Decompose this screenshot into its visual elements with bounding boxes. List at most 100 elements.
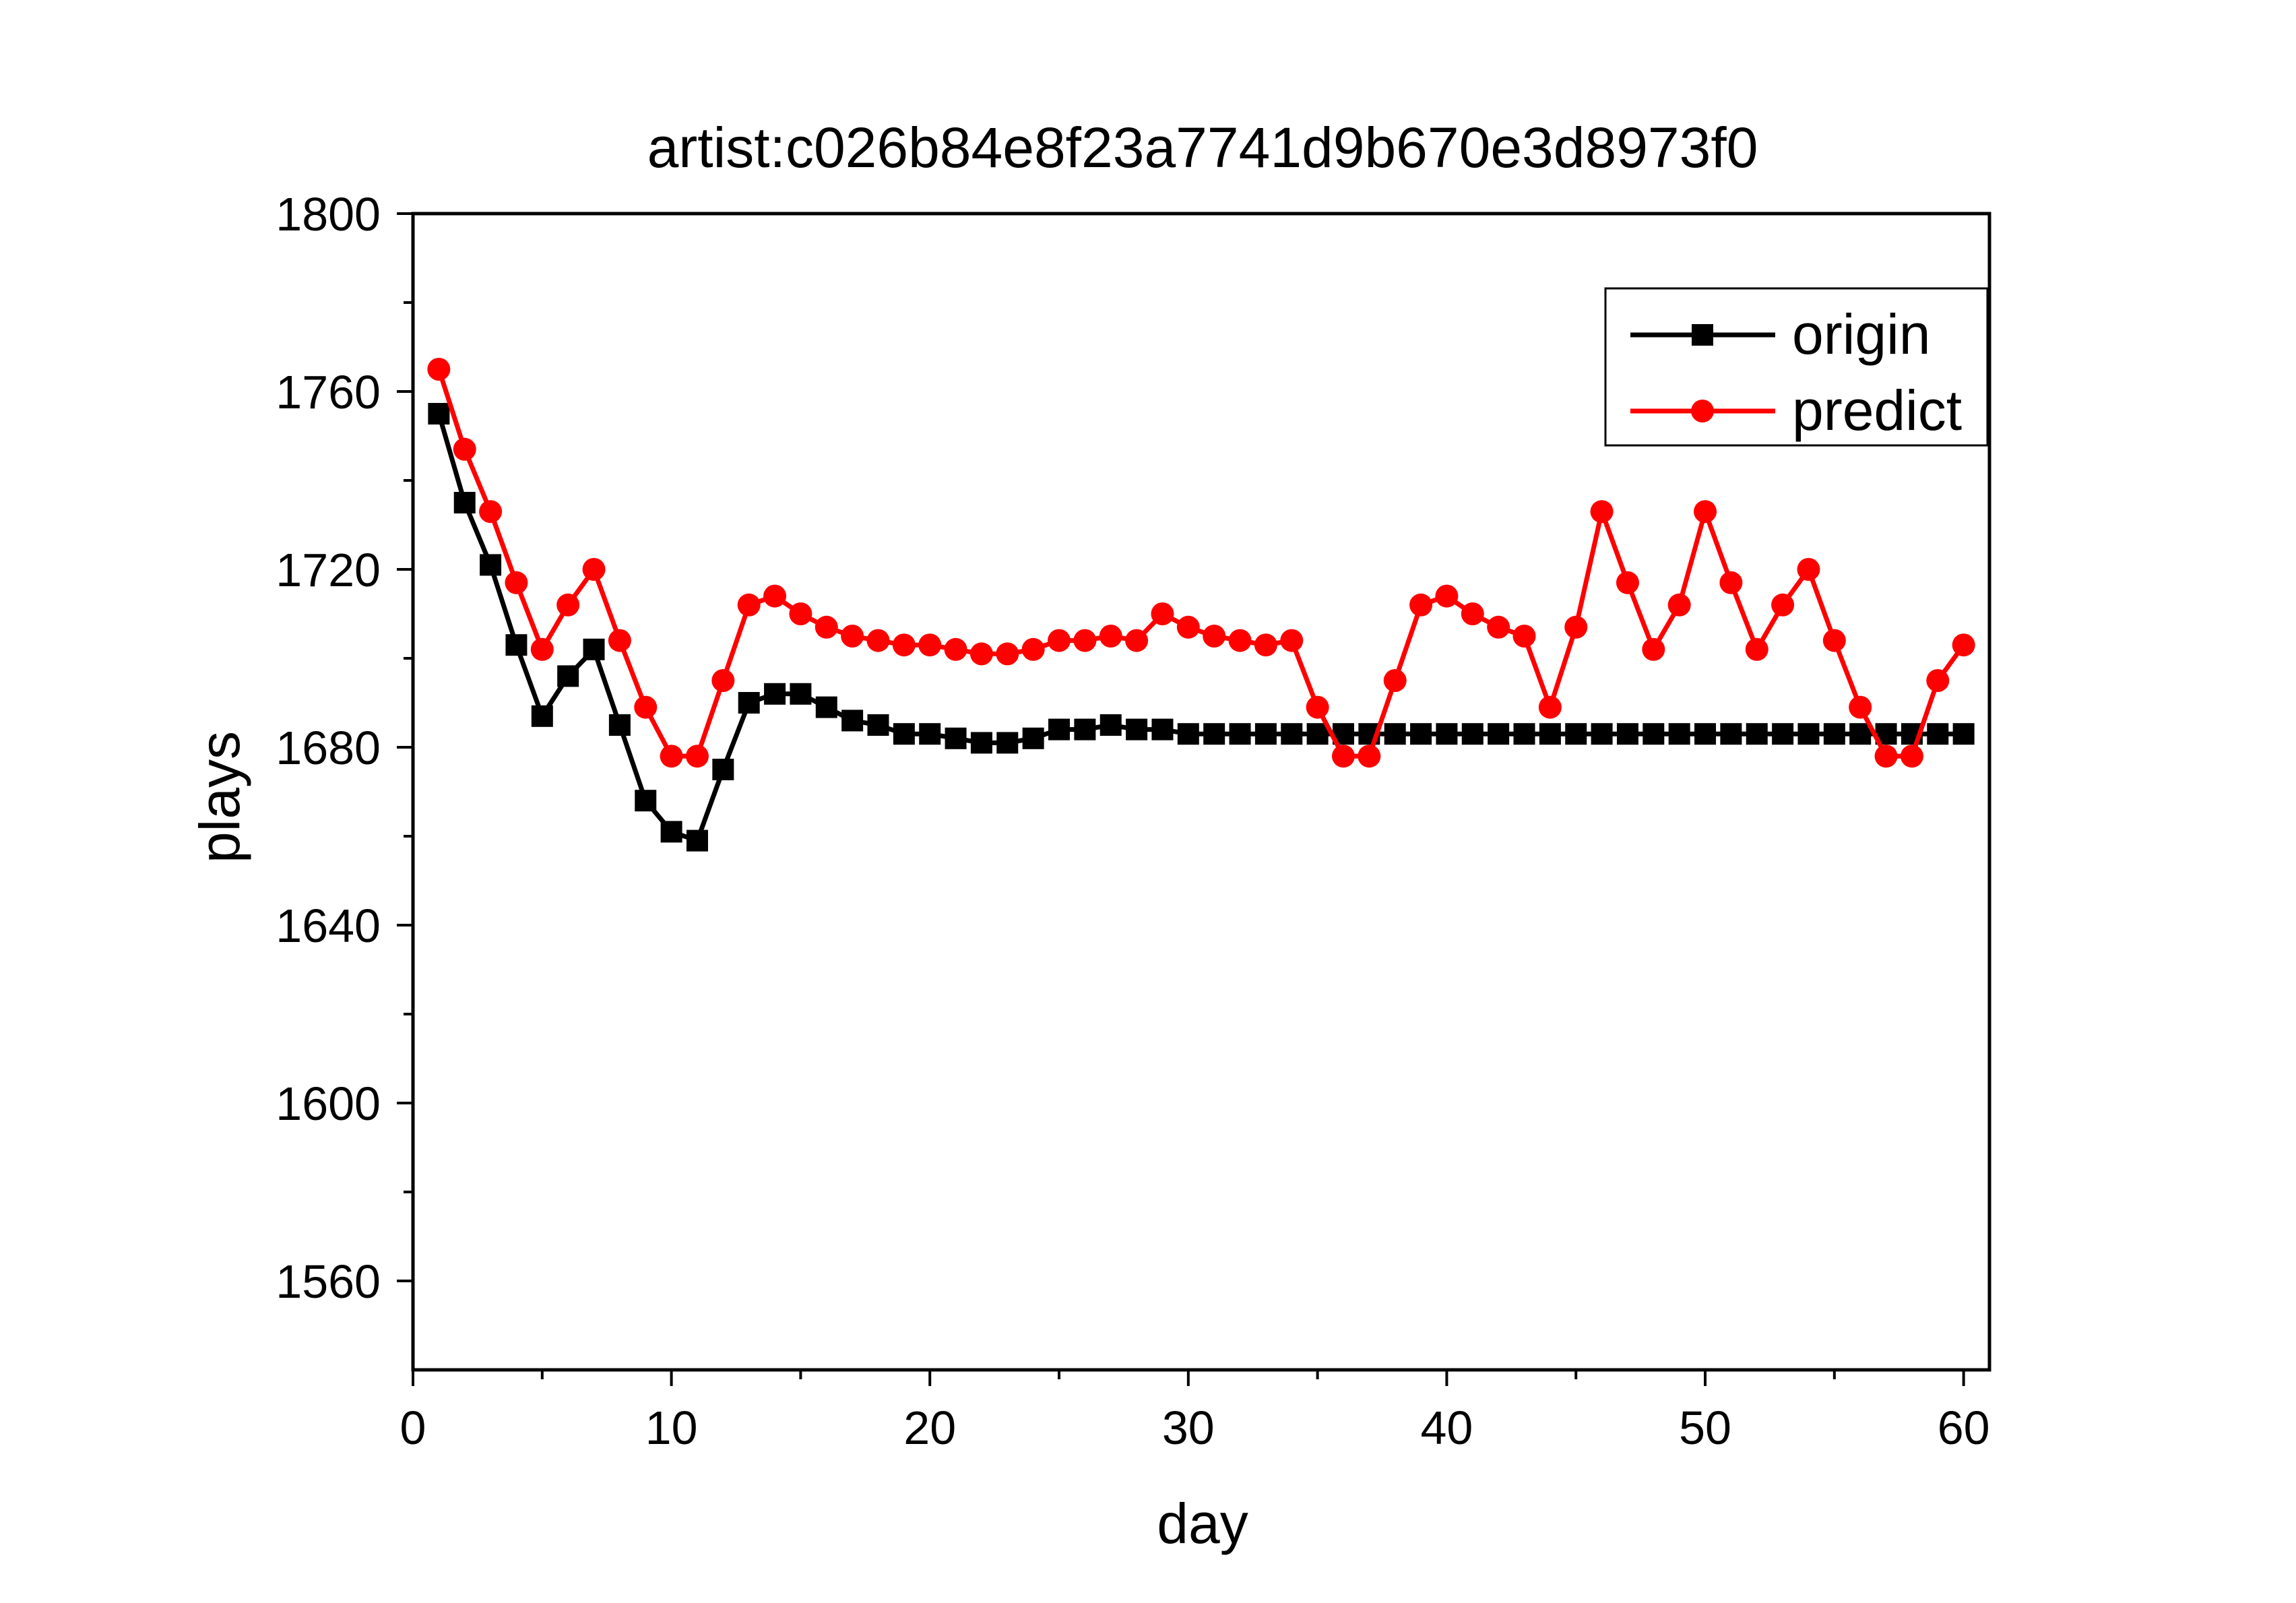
data-point-predict bbox=[1694, 500, 1717, 524]
data-point-origin bbox=[1177, 723, 1199, 745]
data-point-predict bbox=[556, 593, 580, 617]
data-point-predict bbox=[1564, 615, 1588, 639]
x-tick-label: 30 bbox=[1162, 1402, 1215, 1454]
data-point-origin bbox=[815, 696, 837, 718]
data-point-origin bbox=[1772, 723, 1794, 745]
data-point-predict bbox=[1487, 615, 1510, 639]
data-point-predict bbox=[711, 669, 735, 692]
data-point-origin bbox=[1229, 723, 1251, 745]
data-point-origin bbox=[919, 723, 941, 745]
axes bbox=[411, 212, 1991, 1372]
data-point-origin bbox=[790, 683, 812, 705]
data-point-origin bbox=[1074, 718, 1096, 741]
data-point-origin bbox=[1436, 723, 1458, 745]
data-point-origin bbox=[738, 692, 760, 714]
data-point-predict bbox=[1926, 669, 1950, 692]
legend: origin predict bbox=[1604, 287, 1989, 447]
data-point-origin bbox=[480, 554, 502, 576]
data-point-predict bbox=[1616, 571, 1639, 594]
data-point-origin bbox=[1203, 723, 1225, 745]
data-point-origin bbox=[1643, 723, 1665, 745]
y-axis-label: plays bbox=[188, 731, 251, 863]
data-point-origin bbox=[764, 683, 786, 705]
data-point-origin bbox=[1126, 718, 1148, 741]
data-point-origin bbox=[1099, 714, 1122, 736]
y-tick-label: 1720 bbox=[276, 544, 381, 596]
data-point-predict bbox=[841, 625, 864, 648]
data-point-predict bbox=[1358, 745, 1381, 768]
data-point-predict bbox=[1719, 571, 1743, 594]
data-point-origin bbox=[1668, 723, 1690, 745]
data-point-origin bbox=[1048, 718, 1071, 741]
series-line-origin bbox=[437, 413, 1964, 844]
data-point-origin bbox=[1797, 723, 1820, 745]
data-point-predict bbox=[1745, 637, 1768, 661]
data-point-predict bbox=[918, 633, 942, 657]
data-point-origin bbox=[970, 732, 992, 754]
data-point-origin bbox=[1151, 718, 1174, 741]
data-point-predict bbox=[1667, 593, 1691, 617]
data-point-predict bbox=[1512, 625, 1536, 648]
y-tick-label: 1680 bbox=[276, 722, 381, 774]
y-tick-label: 1600 bbox=[276, 1077, 381, 1130]
data-point-predict bbox=[969, 642, 993, 666]
data-point-predict bbox=[1435, 584, 1459, 608]
data-point-origin bbox=[583, 638, 605, 660]
data-point-predict bbox=[1409, 593, 1433, 617]
data-point-origin bbox=[1384, 723, 1406, 745]
data-point-predict bbox=[1021, 637, 1045, 661]
data-point-origin bbox=[1746, 723, 1768, 745]
data-point-origin bbox=[1254, 723, 1277, 745]
series-predict bbox=[427, 358, 1975, 768]
data-point-predict bbox=[608, 629, 631, 652]
data-point-origin bbox=[1513, 723, 1535, 745]
x-axis-label: day bbox=[1157, 1492, 1248, 1555]
legend-box bbox=[1604, 287, 1989, 447]
data-point-predict bbox=[1461, 602, 1484, 625]
series-layer bbox=[427, 358, 1975, 852]
data-point-predict bbox=[1383, 669, 1407, 692]
data-point-predict bbox=[1952, 633, 1975, 657]
data-point-predict bbox=[1306, 695, 1329, 719]
x-tick-label: 20 bbox=[903, 1402, 956, 1454]
y-tick-label: 1560 bbox=[276, 1255, 381, 1308]
legend-marker-predict bbox=[1691, 400, 1714, 422]
data-point-predict bbox=[505, 571, 528, 594]
data-point-origin bbox=[531, 705, 553, 727]
data-point-predict bbox=[763, 584, 787, 608]
x-tick-label: 40 bbox=[1420, 1402, 1473, 1454]
data-point-origin bbox=[1022, 727, 1044, 749]
data-point-predict bbox=[1099, 625, 1122, 648]
data-point-origin bbox=[1539, 723, 1561, 745]
data-point-predict bbox=[634, 695, 658, 719]
data-point-origin bbox=[867, 714, 889, 736]
y-tick-label: 1640 bbox=[276, 900, 381, 952]
data-point-predict bbox=[789, 602, 812, 625]
data-point-origin bbox=[893, 723, 915, 745]
x-tick-label: 0 bbox=[400, 1402, 426, 1454]
legend-label-origin: origin bbox=[1792, 303, 1930, 366]
data-point-predict bbox=[815, 615, 838, 639]
data-point-origin bbox=[1488, 723, 1510, 745]
x-tick-label: 50 bbox=[1679, 1402, 1731, 1454]
data-point-origin bbox=[505, 634, 528, 656]
data-point-predict bbox=[1900, 745, 1923, 768]
data-point-origin bbox=[686, 829, 708, 852]
data-point-origin bbox=[1616, 723, 1638, 745]
data-point-predict bbox=[1874, 745, 1898, 768]
data-point-predict bbox=[427, 358, 451, 381]
chart-title: artist:c026b84e8f23a7741d9b670e3d8973f0 bbox=[647, 116, 1758, 179]
data-point-predict bbox=[944, 637, 967, 661]
data-point-predict bbox=[685, 745, 709, 768]
x-tick-label: 10 bbox=[645, 1402, 698, 1454]
data-point-predict bbox=[1151, 602, 1174, 625]
plot-frame bbox=[411, 212, 1991, 1372]
data-point-predict bbox=[1797, 558, 1820, 581]
data-point-predict bbox=[1642, 637, 1665, 661]
data-point-predict bbox=[1771, 593, 1795, 617]
data-point-predict bbox=[582, 558, 606, 581]
data-point-predict bbox=[1203, 625, 1226, 648]
data-point-origin bbox=[1306, 723, 1329, 745]
data-point-predict bbox=[1073, 629, 1097, 652]
